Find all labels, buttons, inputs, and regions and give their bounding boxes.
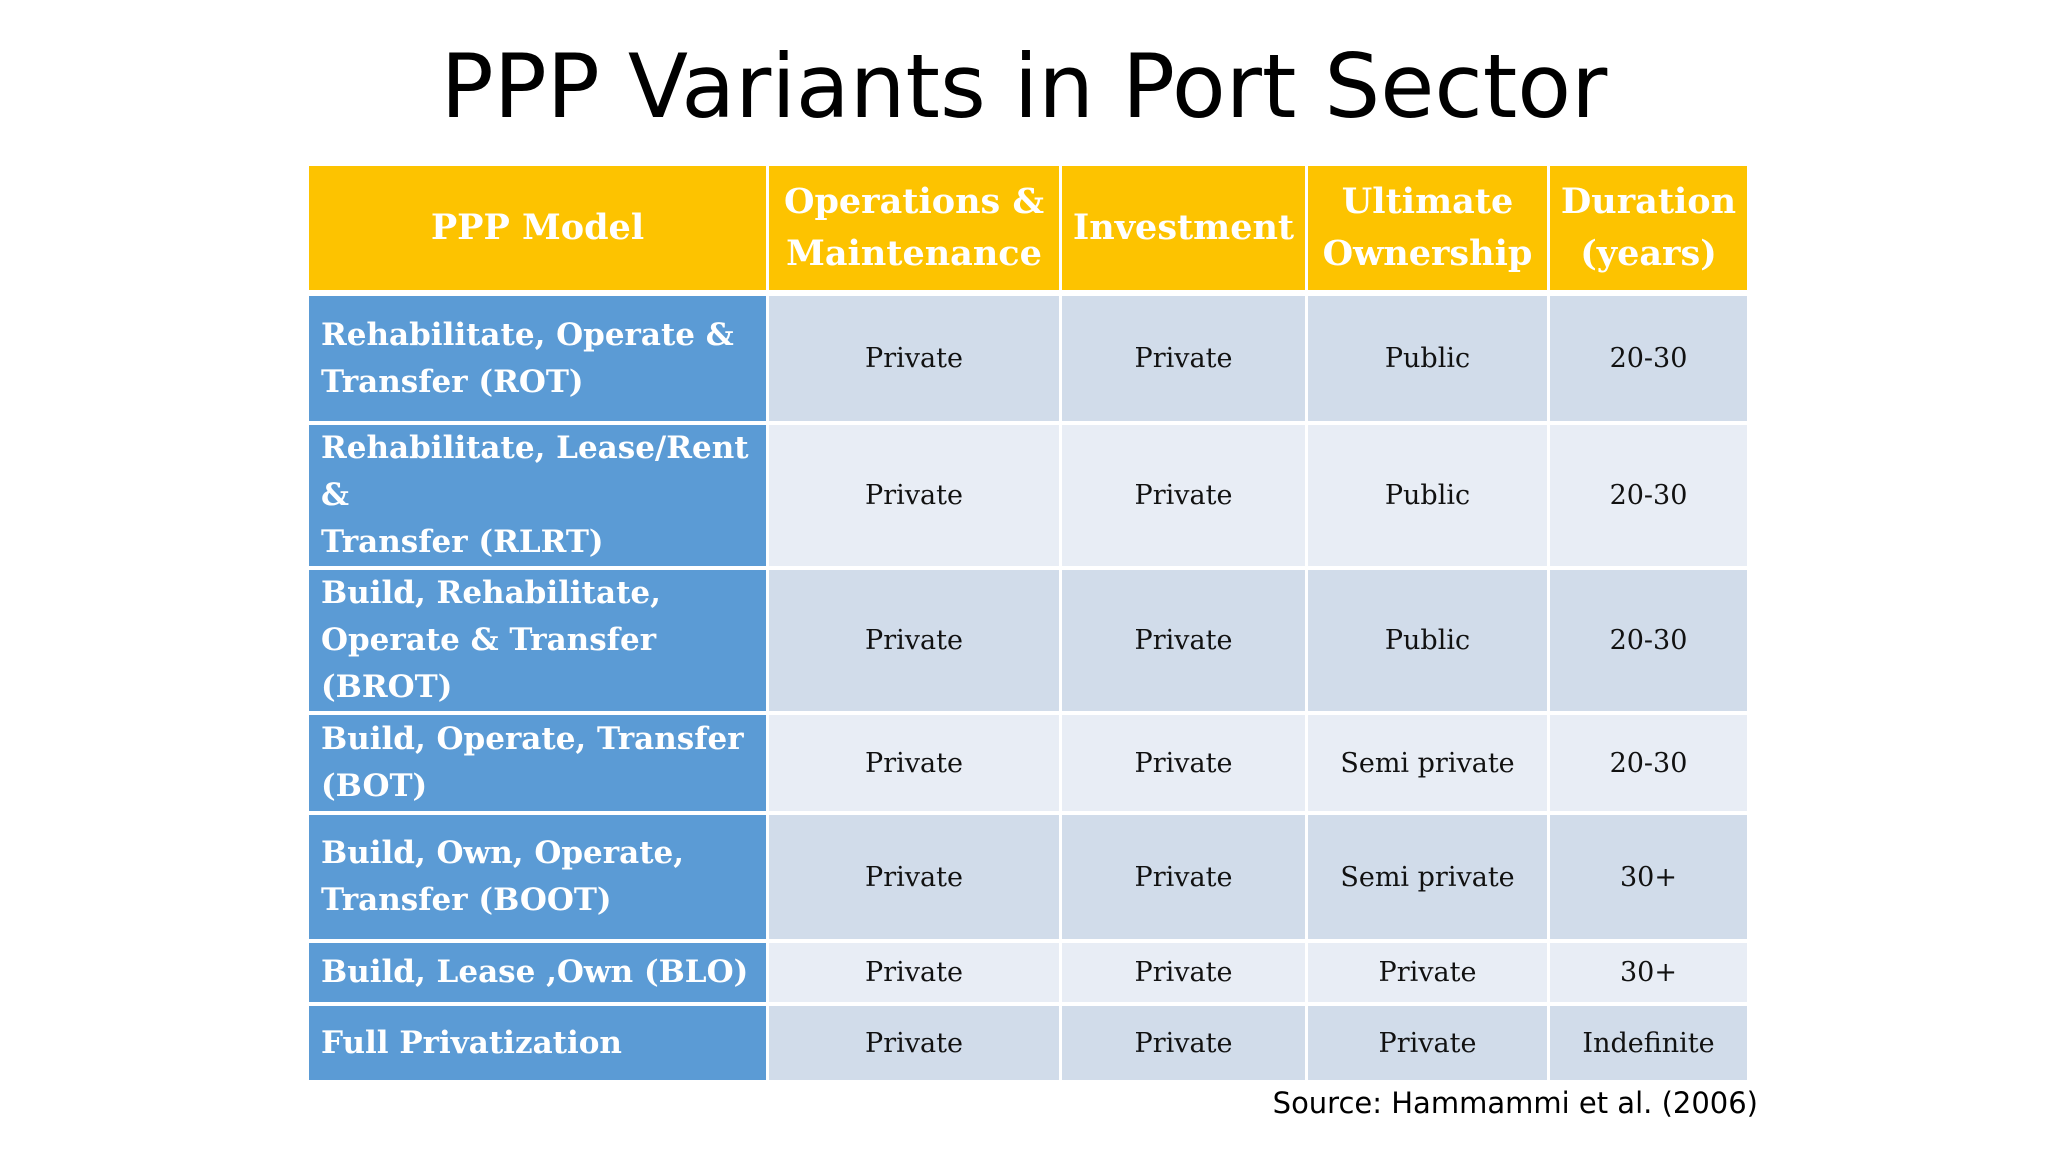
om-cell: Private bbox=[769, 715, 1062, 815]
investment-cell: Private bbox=[1062, 425, 1308, 570]
header-duration: Duration (years) bbox=[1550, 166, 1747, 296]
duration-cell: 20-30 bbox=[1550, 296, 1747, 425]
table-row: Build, Lease ,Own (BLO) Private Private … bbox=[309, 943, 1747, 1006]
slide-title: PPP Variants in Port Sector bbox=[440, 35, 1608, 138]
om-cell: Private bbox=[769, 425, 1062, 570]
om-cell: Private bbox=[769, 815, 1062, 943]
header-operations-maintenance: Operations & Maintenance bbox=[769, 166, 1062, 296]
header-investment: Investment bbox=[1062, 166, 1308, 296]
source-citation: Source: Hammammi et al. (2006) bbox=[1272, 1086, 1758, 1120]
model-cell: Build, Own, Operate, Transfer (BOOT) bbox=[309, 815, 769, 943]
investment-cell: Private bbox=[1062, 296, 1308, 425]
header-ultimate-ownership: Ultimate Ownership bbox=[1308, 166, 1550, 296]
model-cell: Full Privatization bbox=[309, 1006, 769, 1080]
duration-cell: 20-30 bbox=[1550, 715, 1747, 815]
duration-cell: 30+ bbox=[1550, 815, 1747, 943]
table-row: Full Privatization Private Private Priva… bbox=[309, 1006, 1747, 1080]
ownership-cell: Semi private bbox=[1308, 715, 1550, 815]
model-cell: Build, Operate, Transfer (BOT) bbox=[309, 715, 769, 815]
ownership-cell: Public bbox=[1308, 296, 1550, 425]
investment-cell: Private bbox=[1062, 943, 1308, 1006]
om-cell: Private bbox=[769, 1006, 1062, 1080]
model-cell: Build, Rehabilitate, Operate & Transfer … bbox=[309, 570, 769, 715]
header-ppp-model: PPP Model bbox=[309, 166, 769, 296]
investment-cell: Private bbox=[1062, 570, 1308, 715]
investment-cell: Private bbox=[1062, 715, 1308, 815]
ownership-cell: Private bbox=[1308, 1006, 1550, 1080]
table-row: Build, Own, Operate, Transfer (BOOT) Pri… bbox=[309, 815, 1747, 943]
duration-cell: 20-30 bbox=[1550, 570, 1747, 715]
model-cell: Build, Lease ,Own (BLO) bbox=[309, 943, 769, 1006]
table-row: Rehabilitate, Operate & Transfer (ROT) P… bbox=[309, 296, 1747, 425]
table-row: Rehabilitate, Lease/Rent & Transfer (RLR… bbox=[309, 425, 1747, 570]
duration-cell: 20-30 bbox=[1550, 425, 1747, 570]
ownership-cell: Public bbox=[1308, 425, 1550, 570]
ownership-cell: Private bbox=[1308, 943, 1550, 1006]
table-header-row: PPP Model Operations & Maintenance Inves… bbox=[309, 166, 1747, 296]
table-row: Build, Rehabilitate, Operate & Transfer … bbox=[309, 570, 1747, 715]
ppp-variants-table: PPP Model Operations & Maintenance Inves… bbox=[309, 166, 1747, 1080]
ownership-cell: Semi private bbox=[1308, 815, 1550, 943]
om-cell: Private bbox=[769, 943, 1062, 1006]
model-cell: Rehabilitate, Lease/Rent & Transfer (RLR… bbox=[309, 425, 769, 570]
table-row: Build, Operate, Transfer (BOT) Private P… bbox=[309, 715, 1747, 815]
duration-cell: 30+ bbox=[1550, 943, 1747, 1006]
om-cell: Private bbox=[769, 296, 1062, 425]
duration-cell: Indefinite bbox=[1550, 1006, 1747, 1080]
investment-cell: Private bbox=[1062, 1006, 1308, 1080]
ownership-cell: Public bbox=[1308, 570, 1550, 715]
model-cell: Rehabilitate, Operate & Transfer (ROT) bbox=[309, 296, 769, 425]
investment-cell: Private bbox=[1062, 815, 1308, 943]
om-cell: Private bbox=[769, 570, 1062, 715]
